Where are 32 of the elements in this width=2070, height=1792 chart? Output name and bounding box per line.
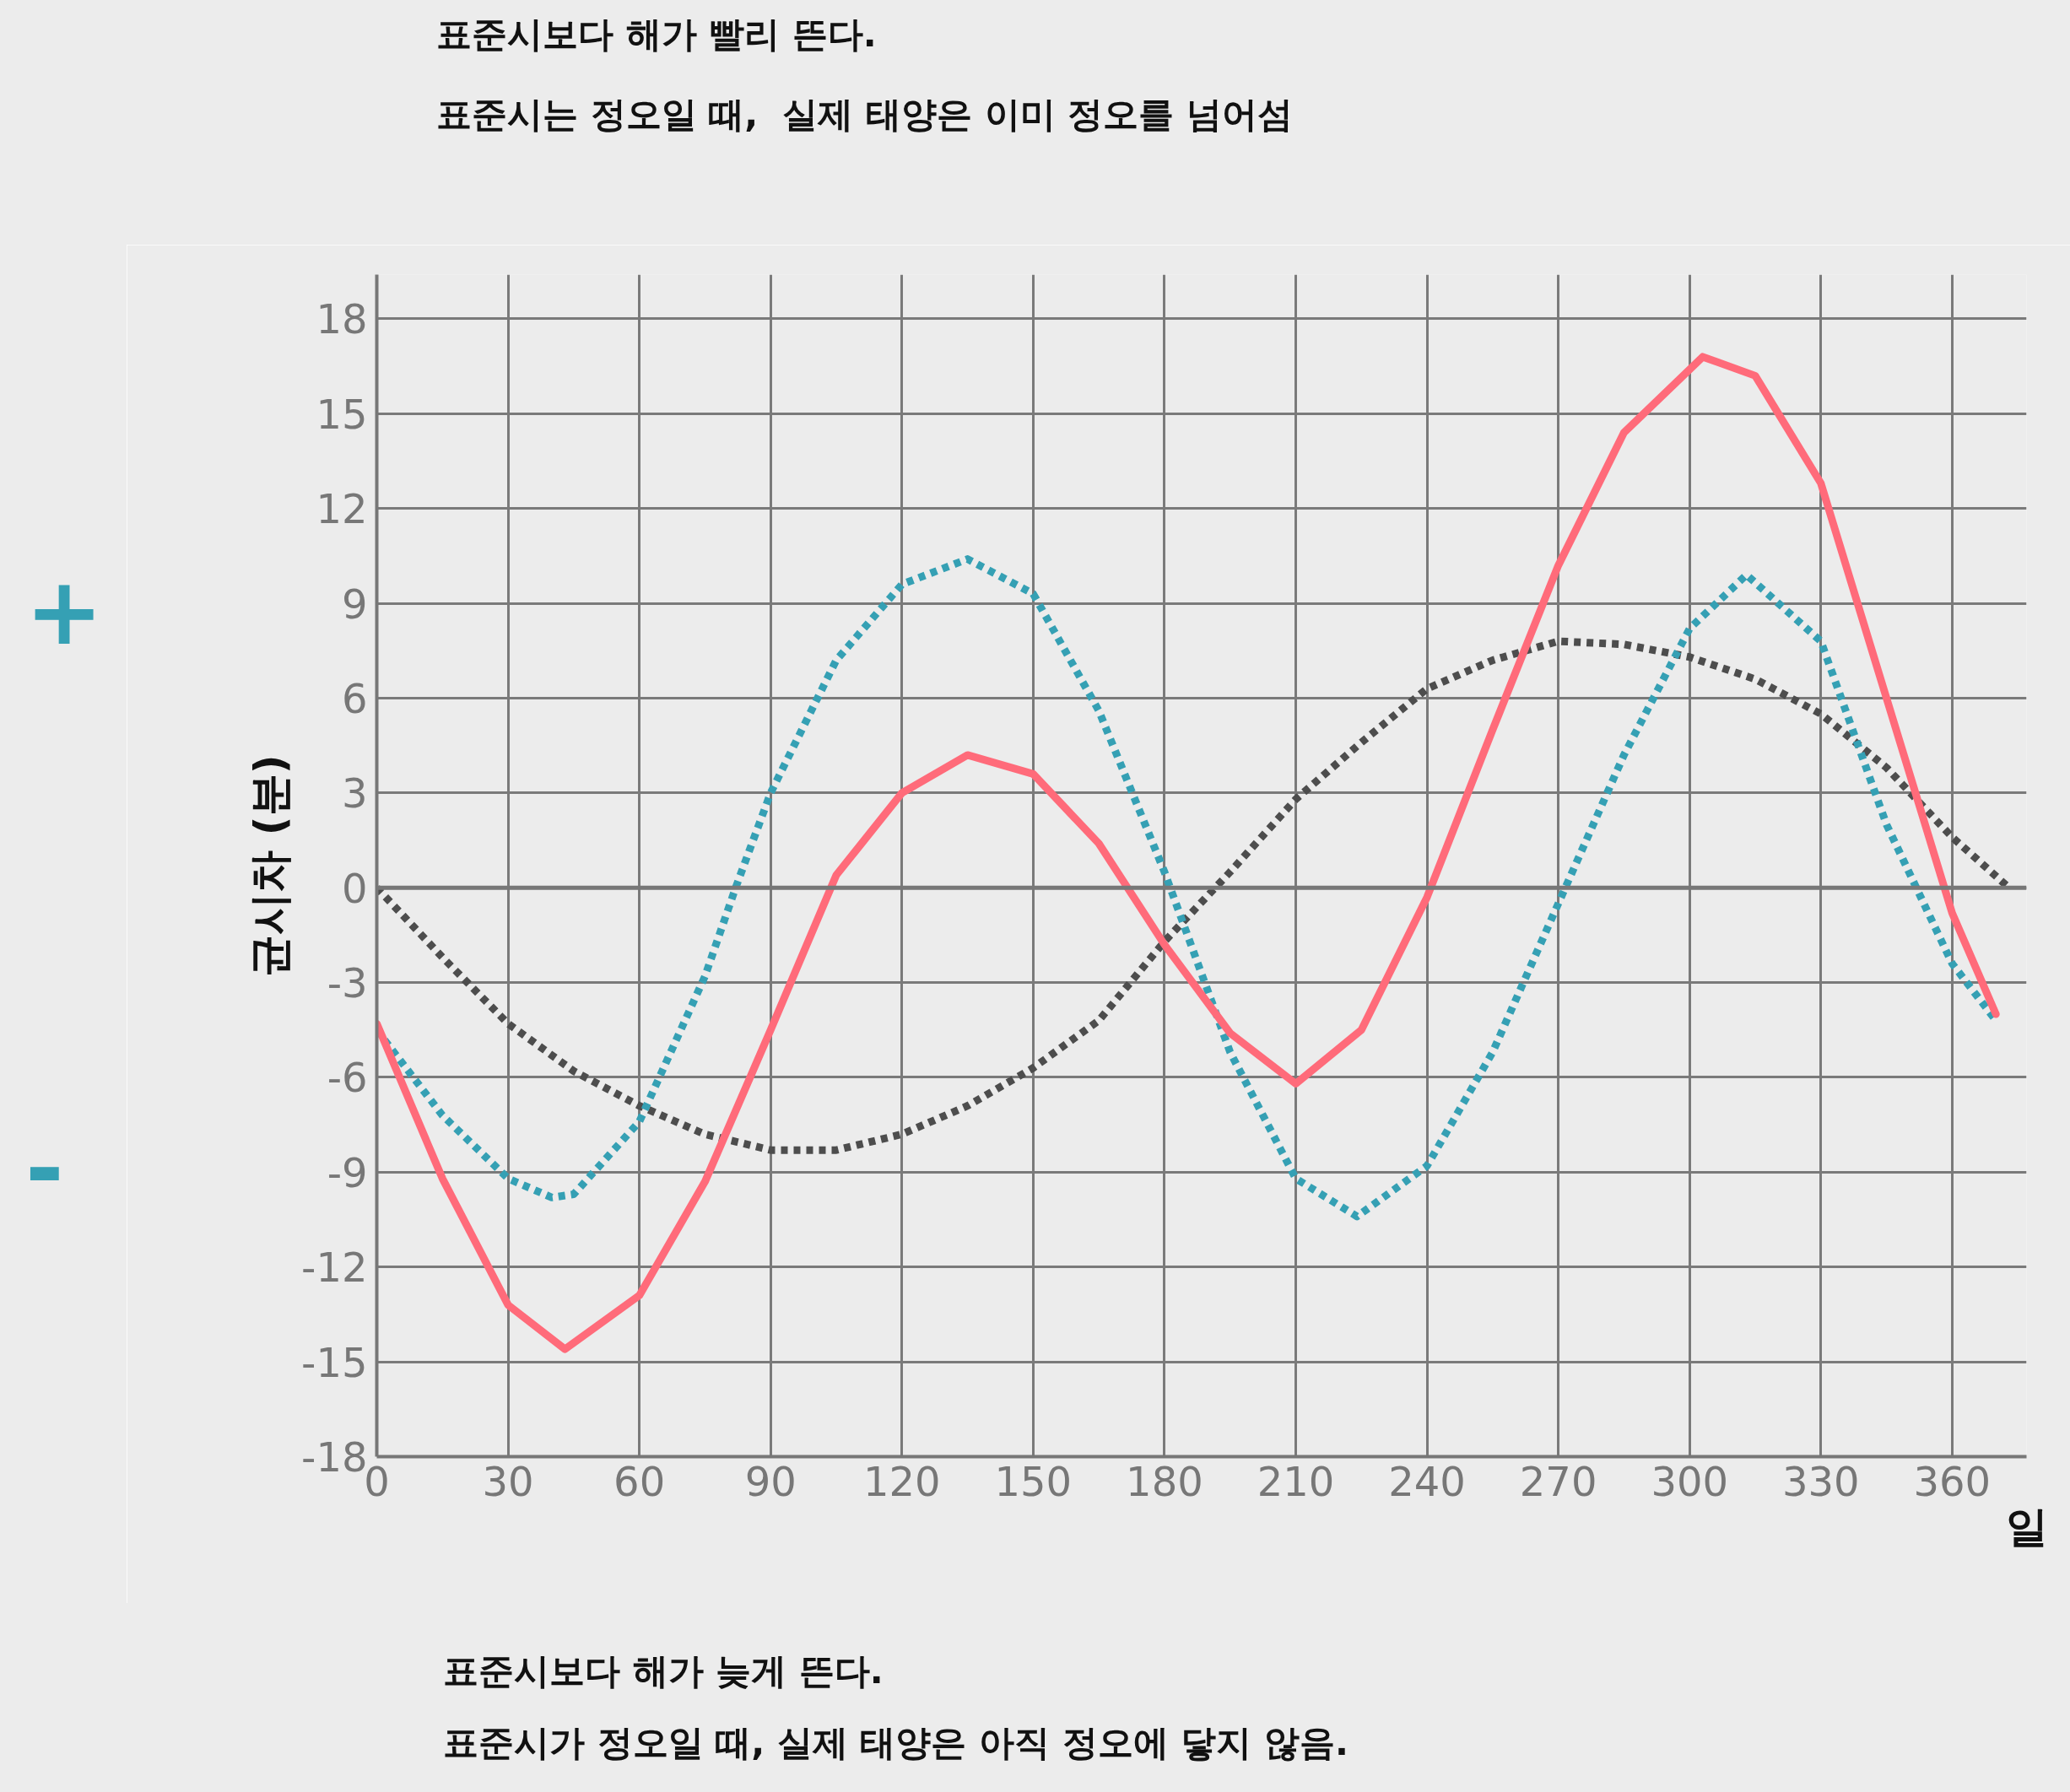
y-tick-label: 12 xyxy=(316,485,368,533)
text: + xyxy=(25,558,104,666)
y-tick-label: 6 xyxy=(341,674,368,722)
x-tick-label: 270 xyxy=(1519,1457,1597,1505)
y-tick-label: -6 xyxy=(327,1054,368,1102)
text: 표준시는 정오일 때, 실제 태양은 이미 정오를 넘어섬 xyxy=(436,94,1293,135)
x-tick-label: 300 xyxy=(1651,1457,1729,1505)
x-tick-label: 150 xyxy=(994,1457,1073,1505)
x-tick-label: 330 xyxy=(1781,1457,1860,1505)
x-axis-title: 일 xyxy=(2005,1502,2048,1552)
x-tick-label: 60 xyxy=(613,1457,666,1505)
y-tick-label: -15 xyxy=(301,1338,368,1386)
x-tick-label: 120 xyxy=(862,1457,941,1505)
x-tick-label: 240 xyxy=(1388,1457,1466,1505)
text: 표준시보다 해가 늦게 뜬다. xyxy=(443,1650,884,1692)
x-tick-label: 90 xyxy=(744,1457,797,1505)
y-tick-label: -12 xyxy=(301,1244,368,1292)
y-tick-label: 18 xyxy=(316,295,368,343)
x-tick-label: 210 xyxy=(1257,1457,1335,1505)
y-tick-label: 3 xyxy=(341,769,368,818)
y-tick-label: 9 xyxy=(341,580,368,628)
x-tick-label: 30 xyxy=(482,1457,534,1505)
y-tick-label: -9 xyxy=(327,1148,368,1196)
text: 표준시가 정오일 때, 실제 태양은 아직 정오에 닿지 않음. xyxy=(443,1722,1348,1763)
text: - xyxy=(25,1115,64,1223)
y-tick-label: 15 xyxy=(316,390,368,438)
y-axis-title: 균시차 (분) xyxy=(246,754,295,977)
x-tick-label: 180 xyxy=(1126,1457,1203,1505)
y-tick-label: -3 xyxy=(327,959,368,1007)
text: 표준시보다 해가 빨리 뜬다. xyxy=(436,13,877,55)
y-tick-label: 0 xyxy=(341,864,368,912)
x-tick-label: 360 xyxy=(1913,1457,1992,1505)
